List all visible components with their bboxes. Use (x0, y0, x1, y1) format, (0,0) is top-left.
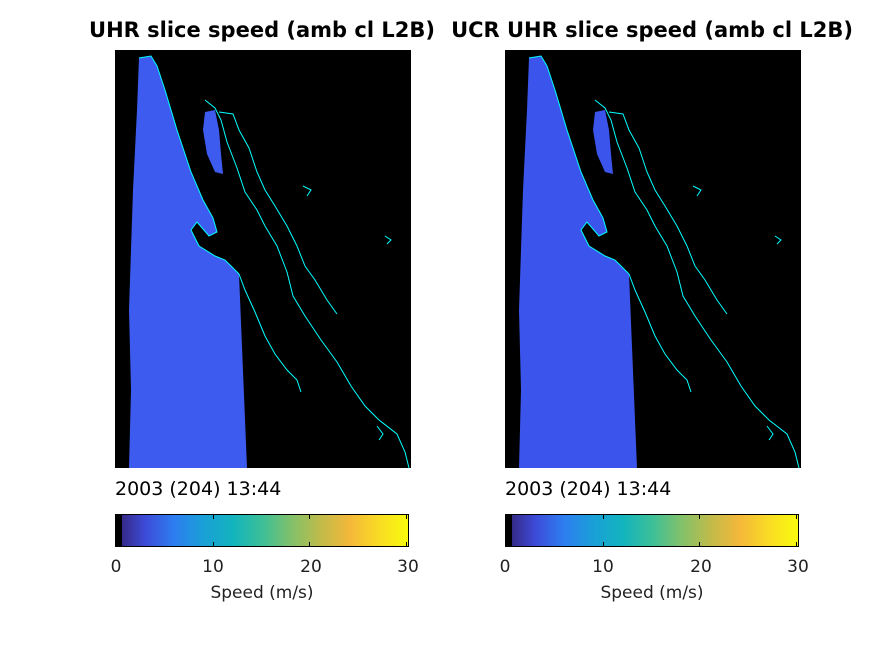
coastline-left (138, 55, 410, 468)
colorbar-tick-mark (796, 515, 797, 519)
coastline-right (528, 55, 800, 468)
colorbar-tick-mark (602, 542, 604, 546)
swath-region-left (129, 56, 247, 468)
colorbar-tick-mark (116, 542, 117, 546)
colorbar-tick-mark (506, 542, 507, 546)
colorbar-tick-mark (406, 515, 407, 519)
date-label-left: 2003 (204) 13:44 (115, 478, 282, 500)
colorbar-tick-label: 20 (300, 557, 322, 577)
colorbar-tick-label: 10 (202, 557, 224, 577)
colorbar-tick-mark (506, 515, 507, 519)
colorbar-tick-label: 0 (110, 557, 122, 577)
colorbar-tick-label: 20 (690, 557, 712, 577)
colorbar-tick-mark (212, 515, 214, 519)
colorbar-tick-mark (116, 515, 117, 519)
colorbar-tick-mark (699, 542, 701, 546)
colorbar-tick-mark (406, 542, 407, 546)
gulf-region-left (203, 110, 223, 174)
colorbar-tick-label: 0 (499, 557, 511, 577)
colorbar-right (505, 514, 799, 547)
colorbar-tick-label: 10 (592, 557, 614, 577)
colorbar-tick-mark (699, 515, 701, 519)
colorbar-label-left: Speed (m/s) (210, 583, 314, 603)
colorbar-tick-mark (309, 515, 311, 519)
speed-map-right (505, 50, 801, 468)
speed-map-svg-left (129, 55, 410, 468)
colorbar-left (115, 514, 409, 547)
colorbar-tick-mark (796, 542, 797, 546)
gulf-region-right (593, 110, 613, 174)
colorbar-tick-mark (602, 515, 604, 519)
colorbar-tick-mark (212, 542, 214, 546)
speed-map-svg-right (519, 55, 800, 468)
swath-region-right (519, 56, 637, 468)
panel-title-left: UHR slice speed (amb cl L2B) (89, 18, 435, 42)
panel-title-right: UCR UHR slice speed (amb cl L2B) (451, 18, 853, 42)
date-label-right: 2003 (204) 13:44 (505, 478, 672, 500)
colorbar-label-right: Speed (m/s) (600, 583, 704, 603)
colorbar-tick-label: 30 (787, 557, 809, 577)
colorbar-tick-label: 30 (397, 557, 419, 577)
speed-map-left (115, 50, 411, 468)
colorbar-tick-mark (309, 542, 311, 546)
